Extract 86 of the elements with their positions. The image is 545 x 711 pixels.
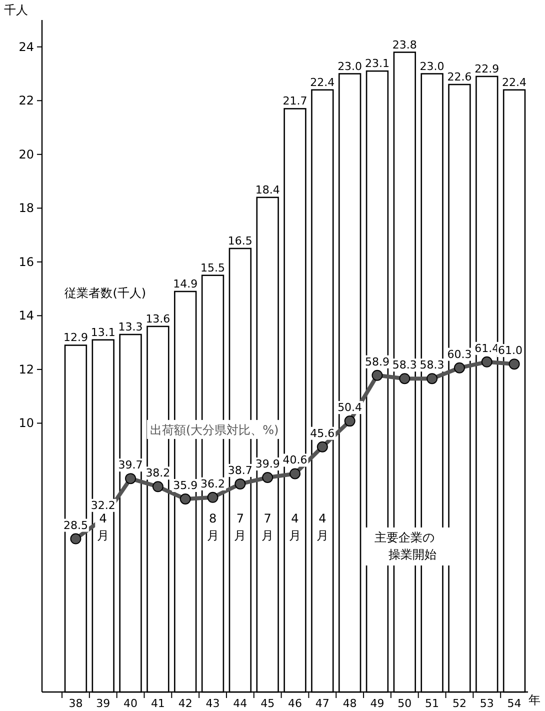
data-label: 45.6 [310,426,335,440]
data-label: 14.9 [173,277,198,290]
y-axis-title: 千人 [4,3,28,17]
annotation: 4月 [97,512,110,543]
data-label: 28.5 [63,518,88,532]
data-label: 13.3 [118,320,143,334]
data-label: 40.6 [282,454,308,467]
data-label: 23.0 [338,60,362,73]
point [454,362,465,374]
annotation: 7月 [262,512,274,543]
data-label: 61.4 [474,342,500,355]
x-tick-label: 54 [507,697,522,710]
data-label: 58.3 [392,358,417,372]
data-label: 13.6 [146,312,170,326]
annotation: 7月 [234,512,246,543]
annotation: 4月 [316,512,328,543]
x-tick-label: 52 [452,697,466,710]
point [262,472,274,483]
data-label: 32.2 [90,498,116,512]
y-tick-label: 20 [18,147,34,162]
point [152,481,164,492]
data-label: 13.1 [90,326,116,339]
data-label: 60.3 [447,348,472,361]
data-label: 22.4 [310,76,335,89]
data-label: 38.2 [146,466,170,480]
point [125,473,136,484]
x-tick-label: 38 [68,697,83,710]
data-label: 58.9 [364,355,390,368]
x-tick-label: 51 [425,697,440,710]
x-tick-label: 40 [124,697,138,710]
point [399,373,410,384]
data-label: 35.9 [173,479,198,492]
text: 出荷額(大分県対比、%) [150,422,279,437]
data-label: 21.7 [282,94,308,108]
x-tick-label: 48 [342,697,357,710]
x-tick-label: 44 [233,697,248,710]
point [316,441,328,452]
point [426,373,438,384]
x-tick-label: 45 [260,697,275,710]
x-tick-label: 50 [398,697,412,710]
data-label: 22.9 [474,62,500,76]
data-label: 22.6 [447,70,472,84]
x-tick-label: 47 [315,697,330,710]
x-tick-label: 42 [178,697,192,710]
y-tick-label: 24 [18,40,34,54]
annotation: 主要企業の操業開始 [374,530,437,562]
y-tick-label: 18 [18,201,34,216]
annotation: 4月 [289,512,301,543]
data-label: 38.7 [228,464,252,477]
x-tick-label: 46 [288,697,302,710]
point [481,356,492,368]
data-label: 18.4 [255,183,280,196]
data-label: 39.7 [118,458,143,472]
data-label: 50.4 [338,401,362,414]
point [344,416,356,427]
point [70,533,82,544]
data-label: 15.5 [200,261,226,274]
x-axis-title: 年 [528,693,540,707]
data-label: 22.4 [502,76,527,89]
y-tick-label: 16 [18,254,34,269]
x-tick-label: 41 [150,697,165,710]
y-tick-label: 22 [18,94,34,108]
data-label: 23.8 [392,38,417,52]
data-label: 23.0 [420,60,444,73]
text: 従業者数(千人) [64,286,146,300]
x-tick-label: 53 [480,697,494,710]
point [290,468,300,480]
x-tick-label: 43 [206,697,220,710]
point [180,494,191,504]
data-label: 23.1 [364,57,390,70]
x-tick-label: 49 [370,697,384,710]
data-label: 36.2 [200,477,226,490]
point [372,370,383,381]
data-label: 39.9 [255,458,280,470]
data-label: 58.3 [420,358,444,372]
data-label: 16.5 [228,234,252,248]
point [508,358,520,370]
annotation: 8月 [206,512,219,543]
x-tick-label: 39 [96,697,110,710]
y-tick-label: 10 [18,416,34,430]
point [234,478,246,490]
data-label: 12.9 [63,331,88,344]
data-label: 61.0 [498,344,523,358]
y-tick-label: 14 [18,308,34,323]
point [207,492,218,503]
y-tick-label: 12 [18,362,34,376]
